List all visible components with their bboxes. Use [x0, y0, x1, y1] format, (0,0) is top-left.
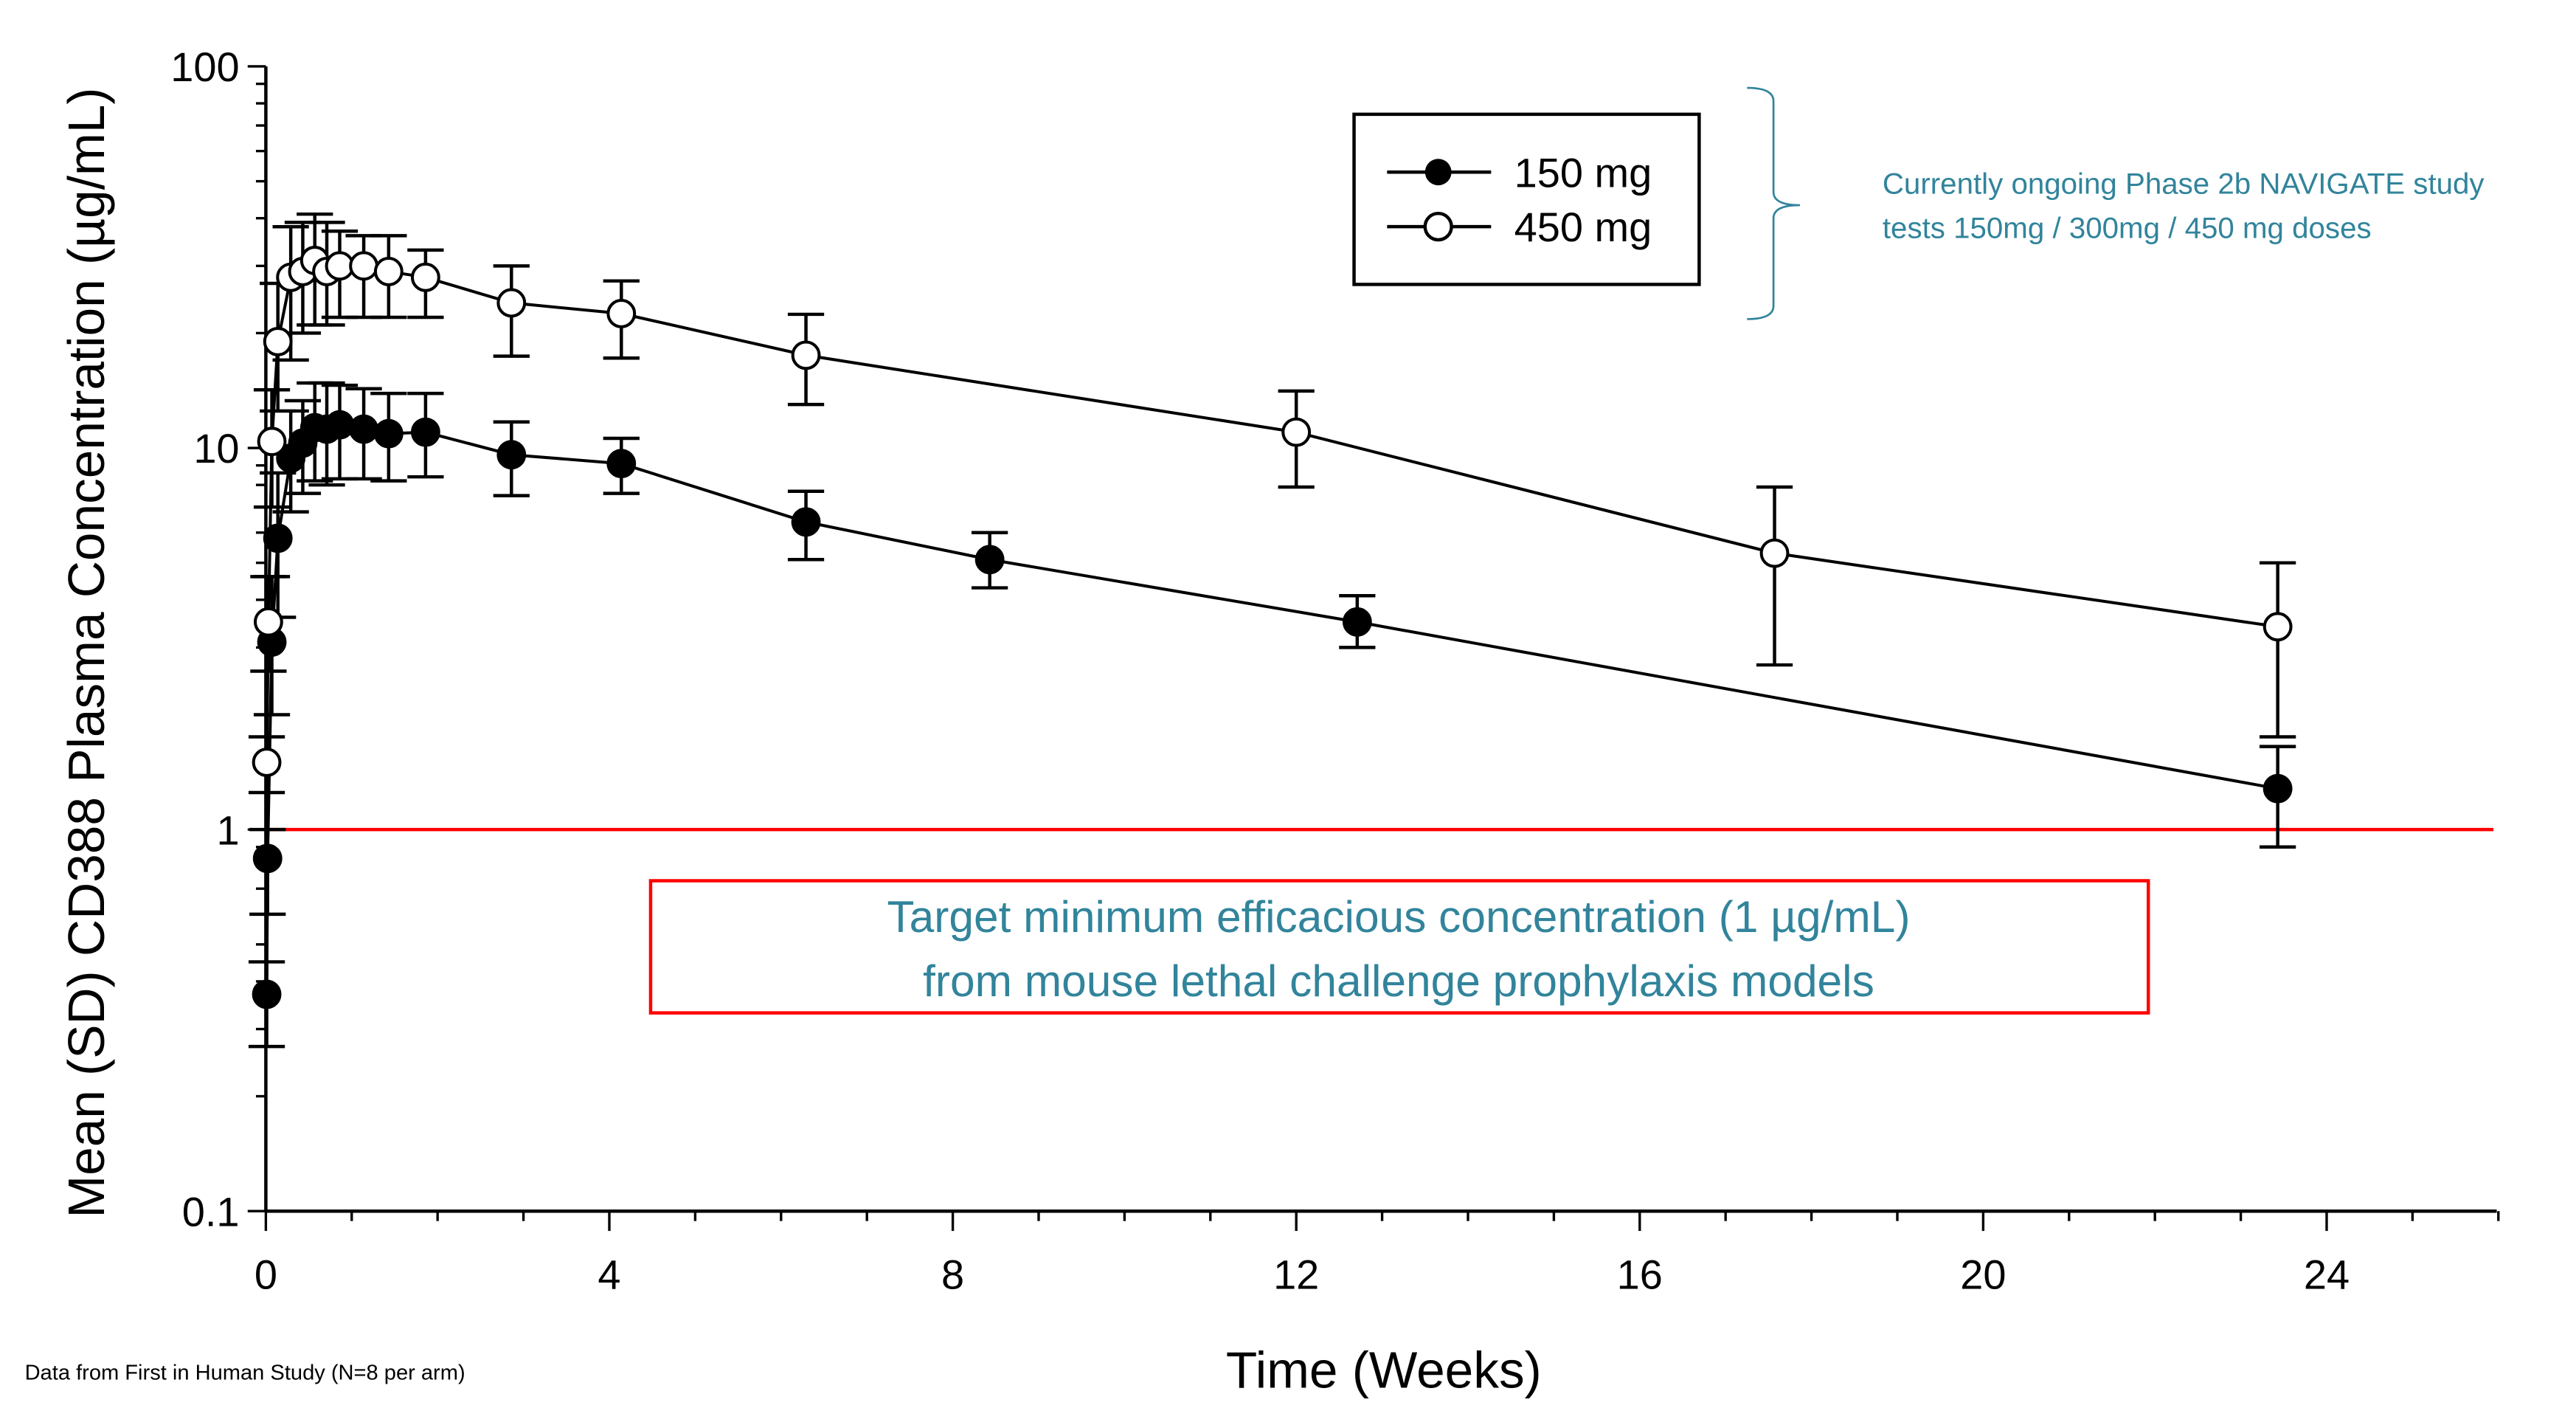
legend-marker-150mg — [1424, 159, 1452, 186]
data-point — [2262, 612, 2293, 642]
data-point — [1759, 538, 1790, 568]
data-point — [496, 288, 527, 318]
data-point — [373, 257, 404, 286]
data-point — [252, 748, 282, 777]
target-note-line2: from mouse lethal challenge prophylaxis … — [923, 956, 1874, 1006]
data-point — [349, 414, 379, 444]
data-point — [2262, 773, 2293, 804]
data-point — [606, 299, 637, 328]
data-point — [252, 843, 283, 874]
footnote: Data from First in Human Study (N=8 per … — [25, 1362, 465, 1385]
data-point — [410, 417, 440, 447]
x-tick-label: 4 — [598, 1251, 620, 1297]
legend-label-450mg: 450 mg — [1514, 204, 1652, 250]
x-tick-label: 12 — [1273, 1251, 1319, 1297]
data-point — [606, 449, 637, 479]
y-tick-label: 100 — [170, 44, 239, 90]
data-point — [791, 340, 821, 370]
y-axis-label: Mean (SD) CD388 Plasma Concentration (µg… — [58, 88, 115, 1218]
data-point — [325, 410, 355, 440]
legend-label-150mg: 150 mg — [1514, 149, 1652, 196]
data-point — [257, 427, 287, 457]
study-note-line1: Currently ongoing Phase 2b NAVIGATE stud… — [1883, 167, 2485, 200]
series-layer — [248, 212, 2296, 1049]
data-point — [1281, 417, 1312, 447]
series-450mg — [248, 212, 2296, 795]
y-tick-label: 10 — [193, 425, 239, 472]
x-tick-label: 24 — [2304, 1251, 2350, 1297]
brace — [1747, 86, 1800, 320]
data-point — [1342, 607, 1372, 637]
x-tick-label: 8 — [941, 1251, 964, 1297]
y-tick-label: 0.1 — [182, 1188, 240, 1235]
data-point — [263, 326, 293, 356]
data-point — [253, 607, 283, 637]
legend-marker-450mg — [1423, 211, 1453, 242]
series-line — [265, 258, 2278, 763]
data-point — [325, 251, 355, 281]
study-note-line2: tests 150mg / 300mg / 450 mg doses — [1883, 212, 2372, 245]
x-tick-label: 0 — [255, 1251, 277, 1297]
x-tick-label: 16 — [1617, 1251, 1663, 1297]
legend: 150 mg 450 mg — [1352, 112, 1701, 286]
data-point — [252, 979, 282, 1010]
data-point — [349, 251, 379, 281]
data-point — [974, 545, 1005, 575]
y-tick-label: 1 — [216, 807, 239, 853]
series-150mg — [248, 381, 2296, 1049]
target-note-line1: Target minimum efficacious concentration… — [887, 891, 1910, 942]
data-point — [496, 440, 527, 470]
target-box — [648, 879, 2150, 1015]
data-point — [373, 418, 404, 449]
data-point — [410, 262, 440, 292]
data-point — [791, 507, 821, 537]
axes: 0.1 1 10 100 0 4 8 12 16 20 24 — [170, 44, 2500, 1297]
x-axis-label: Time (Weeks) — [1226, 1342, 1542, 1399]
x-tick-label: 20 — [1960, 1251, 2006, 1297]
